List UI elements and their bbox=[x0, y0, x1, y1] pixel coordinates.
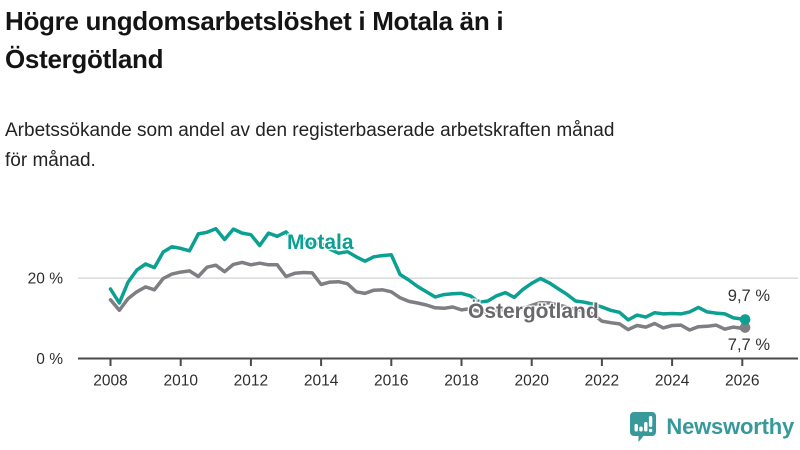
page-title-line-2: Östergötland bbox=[5, 44, 164, 74]
series-end-dot-Östergötland bbox=[739, 322, 751, 333]
x-tick-label-2016: 2016 bbox=[374, 373, 408, 390]
x-tick-label-2020: 2020 bbox=[514, 373, 549, 390]
series-label-motala: Motala bbox=[287, 231, 354, 254]
chart-subtitle-line-2: för månad. bbox=[5, 150, 96, 171]
series-end-dot-Motala bbox=[739, 314, 751, 325]
y-tick-label-0: 0 % bbox=[36, 351, 63, 368]
chart-subtitle: Arbetssökande som andel av den registerb… bbox=[5, 116, 785, 176]
newsworthy-logo: Newsworthy bbox=[629, 411, 794, 443]
y-tick-label-20: 20 % bbox=[28, 271, 64, 288]
page-title-line-1: Högre ungdomsarbetslöshet i Motala än i bbox=[5, 6, 504, 36]
series-label-ostergotland: Östergötland bbox=[468, 300, 599, 323]
chart-subtitle-line-1: Arbetssökande som andel av den registerb… bbox=[5, 120, 615, 141]
series-line-Motala bbox=[108, 226, 747, 322]
x-tick-label-2022: 2022 bbox=[585, 373, 619, 390]
x-tick-label-2026: 2026 bbox=[725, 373, 759, 390]
newsworthy-wordmark: Newsworthy bbox=[666, 414, 794, 439]
x-tick-label-2012: 2012 bbox=[234, 373, 268, 390]
x-tick-label-2010: 2010 bbox=[163, 373, 198, 390]
end-value-label-motala: 9,7 % bbox=[727, 287, 770, 305]
newsworthy-bubble-chart-icon bbox=[630, 412, 657, 442]
page-title: Högre ungdomsarbetslöshet i Motala än i … bbox=[5, 2, 685, 78]
end-value-label-ostergotland: 7,7 % bbox=[727, 336, 770, 354]
x-tick-label-2008: 2008 bbox=[93, 373, 127, 390]
x-tick-label-2018: 2018 bbox=[444, 373, 478, 390]
x-tick-label-2024: 2024 bbox=[655, 373, 690, 390]
x-tick-label-2014: 2014 bbox=[304, 373, 339, 390]
series-line-Östergötland bbox=[108, 260, 747, 332]
